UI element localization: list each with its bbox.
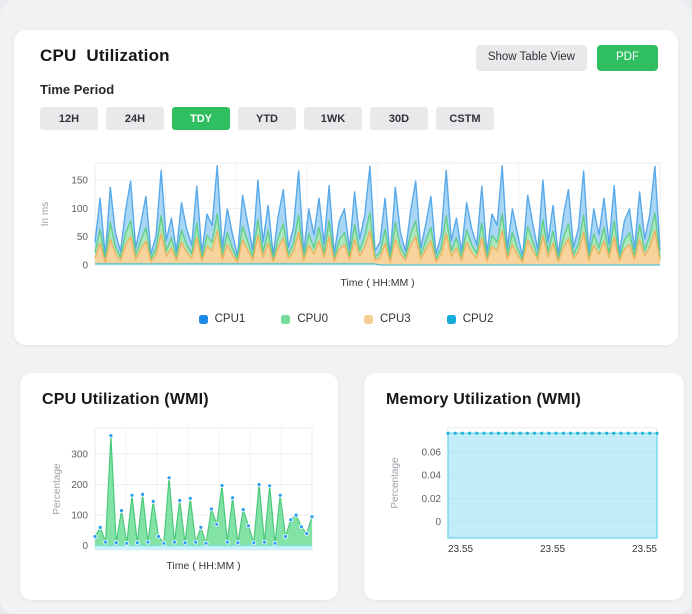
legend-item-cpu1[interactable]: CPU1	[198, 313, 246, 325]
legend-swatch-icon	[281, 314, 291, 324]
time-period-button-cstm[interactable]: CSTM	[436, 107, 494, 130]
svg-text:23.55: 23.55	[448, 544, 473, 555]
svg-text:0.06: 0.06	[422, 447, 442, 458]
card-actions: Show Table View PDF	[475, 45, 658, 71]
svg-text:Time ( HH:MM ): Time ( HH:MM )	[340, 277, 414, 289]
legend-swatch-icon	[198, 314, 208, 324]
time-period-button-tdy[interactable]: TDY	[172, 107, 230, 130]
svg-text:200: 200	[71, 480, 88, 491]
cpu-utilization-chart: 0 50 100 150 Time ( HH:MM ) In ms	[40, 162, 661, 289]
legend-label: CPU0	[297, 313, 328, 325]
time-period-button-1wk[interactable]: 1WK	[304, 107, 362, 130]
page-title: CPU Utilization	[40, 46, 170, 65]
legend-swatch-icon	[364, 314, 373, 324]
svg-text:Percentage: Percentage	[390, 457, 401, 509]
legend-item-cpu0[interactable]: CPU0	[281, 313, 328, 325]
time-period-label: Time Period	[40, 82, 115, 97]
chart-legend: CPU1 CPU0 CPU3 CPU2	[14, 313, 678, 325]
cpu-wmi-chart: 0 100 200 300 Time ( HH:MM ) Percentage	[52, 427, 315, 572]
legend-label: CPU1	[214, 313, 246, 325]
pdf-export-button[interactable]: PDF	[597, 45, 658, 71]
svg-text:In ms: In ms	[40, 202, 51, 226]
svg-text:0: 0	[82, 541, 88, 552]
memory-wmi-card: Memory Utilization (WMI) 0 0.02 0.04 0.06 23…	[364, 373, 684, 600]
svg-text:0.02: 0.02	[422, 494, 442, 505]
time-period-button-ytd[interactable]: YTD	[238, 107, 296, 130]
svg-text:23.55: 23.55	[540, 544, 565, 555]
svg-text:23.55: 23.55	[632, 544, 657, 555]
cpu-utilization-card: CPU Utilization Show Table View PDF Time…	[14, 30, 678, 345]
cpu-wmi-title: CPU Utilization (WMI)	[42, 391, 209, 408]
legend-item-cpu3[interactable]: CPU3	[364, 313, 411, 325]
svg-text:0.04: 0.04	[422, 471, 442, 482]
svg-text:Time ( HH:MM ): Time ( HH:MM )	[166, 560, 240, 572]
legend-swatch-icon	[446, 314, 456, 324]
show-table-view-button[interactable]: Show Table View	[475, 45, 587, 71]
time-period-button-30d[interactable]: 30D	[370, 107, 428, 130]
svg-text:0: 0	[435, 517, 441, 528]
memory-wmi-chart: 0 0.02 0.04 0.06 23.55 23.55 23.55 Percentage	[390, 427, 659, 555]
time-period-button-12h[interactable]: 12H	[40, 107, 98, 130]
time-period-group: 12H 24H TDY YTD 1WK 30D CSTM	[40, 107, 494, 130]
svg-text:0: 0	[82, 261, 88, 272]
legend-label: CPU3	[380, 313, 411, 325]
svg-text:150: 150	[71, 176, 88, 187]
svg-text:300: 300	[71, 450, 88, 461]
time-period-button-24h[interactable]: 24H	[106, 107, 164, 130]
cpu-wmi-card: CPU Utilization (WMI) 0 100 200 300 Time ( H…	[20, 373, 338, 600]
svg-text:Percentage: Percentage	[52, 463, 63, 515]
svg-text:100: 100	[71, 511, 88, 522]
memory-wmi-title: Memory Utilization (WMI)	[386, 391, 582, 408]
legend-label: CPU2	[462, 313, 494, 325]
svg-text:100: 100	[71, 204, 88, 215]
legend-item-cpu2[interactable]: CPU2	[446, 313, 494, 325]
svg-text:50: 50	[77, 232, 89, 243]
